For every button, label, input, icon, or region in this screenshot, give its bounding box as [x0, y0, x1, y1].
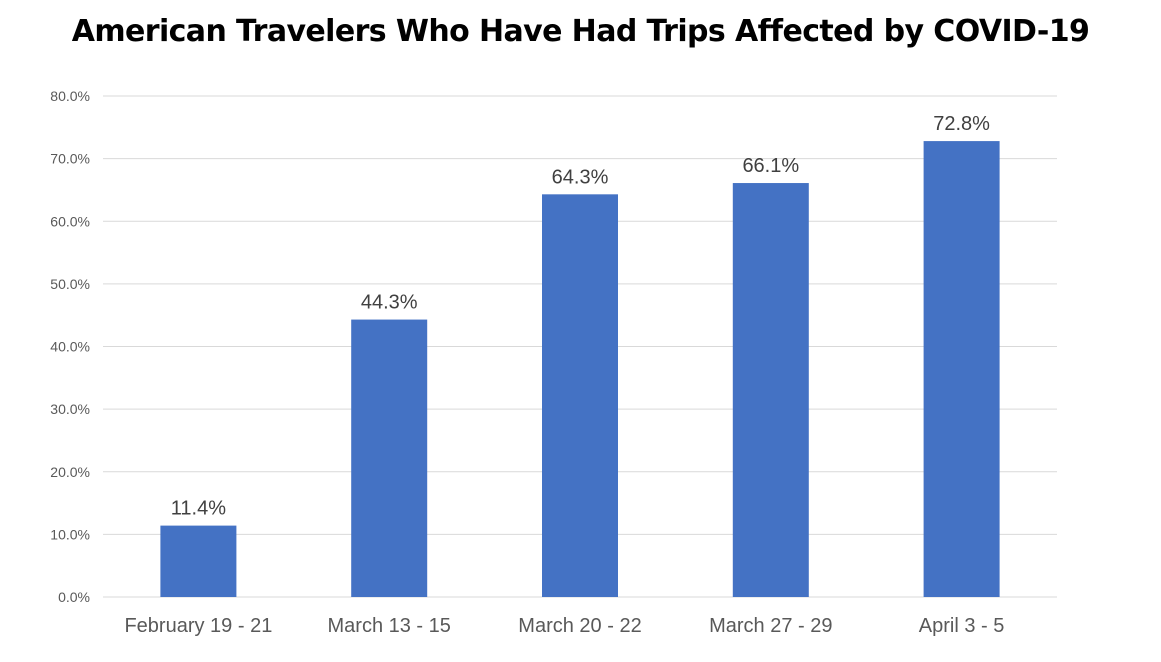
- data-label: 72.8%: [933, 113, 990, 135]
- bar: [351, 319, 428, 597]
- y-tick-label: 20.0%: [50, 464, 90, 480]
- bars: [160, 141, 1000, 598]
- data-label: 66.1%: [742, 155, 799, 177]
- x-tick-label: March 13 - 15: [328, 615, 451, 637]
- y-tick-label: 50.0%: [50, 276, 90, 292]
- x-tick-label: April 3 - 5: [919, 615, 1005, 637]
- x-axis-ticks: February 19 - 21 March 13 - 15 March 20 - …: [124, 615, 1004, 637]
- y-tick-label: 60.0%: [50, 213, 90, 229]
- bar: [160, 525, 237, 597]
- y-tick-label: 30.0%: [50, 401, 90, 417]
- x-tick-label: March 27 - 29: [709, 615, 832, 637]
- data-label: 64.3%: [552, 166, 609, 188]
- x-tick-label: March 20 - 22: [518, 615, 641, 637]
- y-tick-label: 70.0%: [50, 151, 90, 167]
- bar: [923, 141, 1000, 597]
- y-tick-label: 80.0%: [50, 88, 90, 104]
- data-label: 44.3%: [361, 292, 418, 314]
- data-labels: 11.4% 44.3% 64.3% 66.1% 72.8%: [171, 113, 990, 520]
- y-axis-ticks: 0.0% 10.0% 20.0% 30.0% 40.0% 50.0% 60.0% 70.0% 8…: [50, 88, 90, 605]
- y-tick-label: 10.0%: [50, 526, 90, 542]
- chart-title: American Travelers Who Have Had Trips Af…: [71, 14, 1090, 49]
- y-tick-label: 0.0%: [58, 589, 90, 605]
- data-label: 11.4%: [171, 498, 226, 520]
- bar: [732, 183, 809, 597]
- x-tick-label: February 19 - 21: [124, 615, 272, 637]
- bar: [542, 194, 618, 598]
- y-tick-label: 40.0%: [50, 339, 90, 355]
